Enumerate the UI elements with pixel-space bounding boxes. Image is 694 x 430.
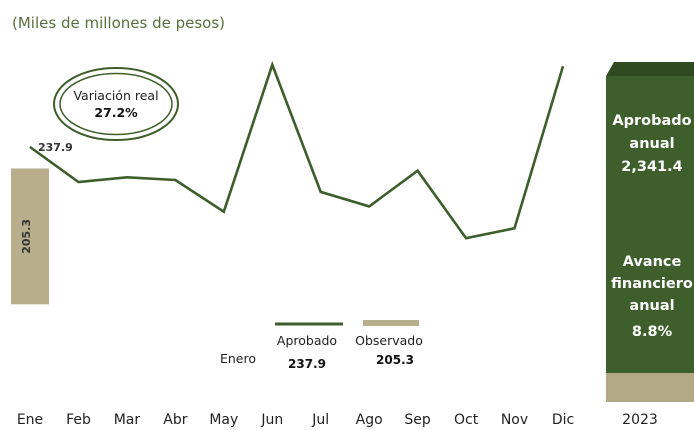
badge-value: 27.2% xyxy=(94,105,138,120)
annual-panel-line3: Avance xyxy=(623,254,682,270)
legend-aprobado-label: Aprobado xyxy=(277,333,337,348)
annual-panel-approved-value: 2,341.4 xyxy=(621,159,682,175)
legend-observado-value: 205.3 xyxy=(376,353,414,367)
legend-observado-label: Observado xyxy=(355,333,423,348)
aprobado-data-label-ene: 237.9 xyxy=(38,141,73,154)
annual-panel-body xyxy=(606,76,694,373)
badge-outer-ring xyxy=(53,67,179,141)
x-tick-label-sep: Sep xyxy=(404,412,431,428)
x-tick-label-ago: Ago xyxy=(356,412,383,428)
x-tick-label-mar: Mar xyxy=(114,412,141,428)
annual-panel-progress-base xyxy=(606,373,694,402)
annual-panel-line5: anual xyxy=(629,298,674,314)
legend-observado-swatch xyxy=(363,320,419,326)
x-tick-label-jun: Jun xyxy=(260,412,283,428)
badge-label: Variación real xyxy=(73,88,158,103)
legend: Enero Aprobado 237.9 Observado 205.3 xyxy=(220,320,423,371)
x-tick-label-dic: Dic xyxy=(552,412,574,428)
observado-bar-ene xyxy=(11,168,49,305)
annual-panel-top xyxy=(606,62,694,76)
legend-period: Enero xyxy=(220,351,256,366)
observado-bar-data-label: 205.3 xyxy=(20,219,33,254)
x-axis-ticks: Ene Feb Mar Abr May Jun Jul Ago Sep Oct Nov Dic xyxy=(17,412,574,428)
x-tick-label-nov: Nov xyxy=(501,412,528,428)
x-tick-label-oct: Oct xyxy=(454,412,479,428)
chart-subtitle: (Miles de millones de pesos) xyxy=(12,14,225,32)
annual-panel-progress-value: 8.8% xyxy=(632,324,673,340)
aprobado-series-line xyxy=(29,60,565,240)
badge-inner-ring xyxy=(59,72,173,136)
variacion-real-badge: Variación real 27.2% xyxy=(53,67,179,141)
legend-aprobado-value: 237.9 xyxy=(288,357,326,371)
annual-panel-line1: Aprobado xyxy=(612,113,691,129)
x-tick-label-jul: Jul xyxy=(311,412,329,428)
x-tick-label-ene: Ene xyxy=(17,412,43,428)
annual-panel-year: 2023 xyxy=(622,412,658,428)
annual-panel: Aprobado anual 2,341.4 Avance financiero… xyxy=(606,62,694,428)
x-tick-label-abr: Abr xyxy=(163,412,187,428)
x-tick-label-may: May xyxy=(209,412,238,428)
annual-panel-line2: anual xyxy=(629,136,674,152)
annual-panel-line4: financiero xyxy=(611,276,693,292)
x-tick-label-feb: Feb xyxy=(66,412,91,428)
